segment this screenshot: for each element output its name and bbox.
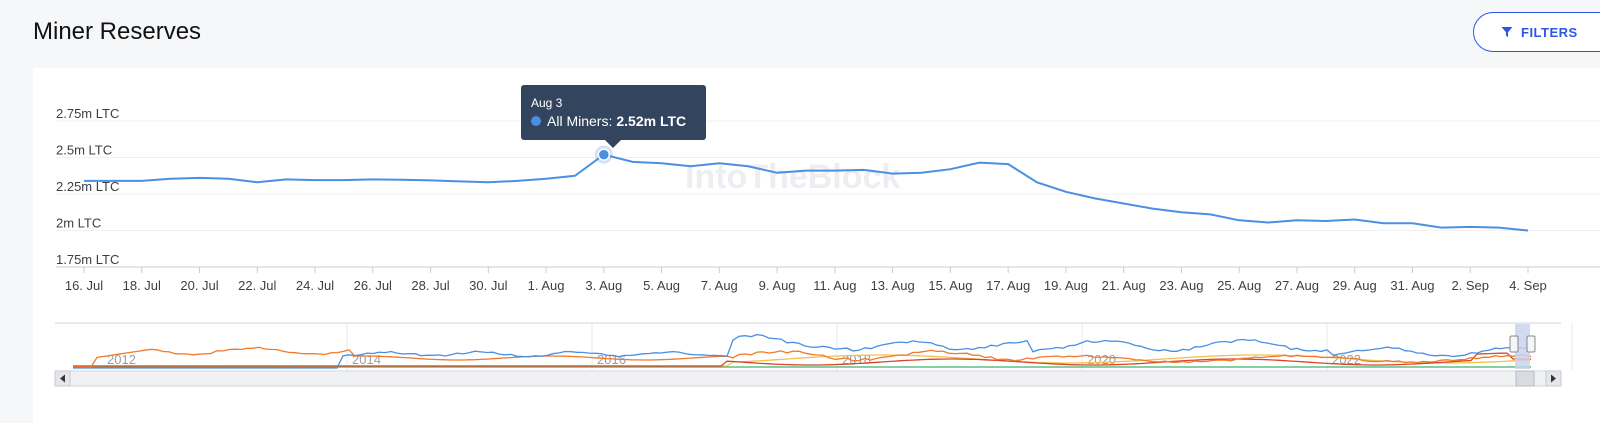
navigator-year-label: 2012 <box>107 352 136 367</box>
x-axis-labels: 16. Jul 18. Jul 20. Jul 22. Jul 24. Jul 26. J… <box>65 267 1547 293</box>
x-tick-label: 31. Aug <box>1390 278 1434 293</box>
x-tick-label: 17. Aug <box>986 278 1030 293</box>
x-tick-label: 19. Aug <box>1044 278 1088 293</box>
x-tick-label: 18. Jul <box>123 278 161 293</box>
x-tick-label: 23. Aug <box>1159 278 1203 293</box>
grid-layer <box>56 120 1600 268</box>
navigator-year-label: 2016 <box>597 352 626 367</box>
x-tick-label: 26. Jul <box>354 278 392 293</box>
x-tick-label: 5. Aug <box>643 278 680 293</box>
x-tick-label: 3. Aug <box>585 278 622 293</box>
series-layer <box>84 145 1529 232</box>
x-tick-label: 22. Jul <box>238 278 276 293</box>
filters-button[interactable]: FILTERS <box>1473 12 1600 52</box>
x-tick-label: 4. Sep <box>1509 278 1547 293</box>
x-tick-label: 30. Jul <box>469 278 507 293</box>
x-tick-label: 27. Aug <box>1275 278 1319 293</box>
x-tick-label: 21. Aug <box>1102 278 1146 293</box>
filter-icon <box>1501 27 1513 37</box>
x-tick-label: 20. Jul <box>180 278 218 293</box>
series-line-all-miners[interactable] <box>84 153 1529 232</box>
navigator-year-label: 2014 <box>352 352 381 367</box>
x-tick-label: 11. Aug <box>813 278 856 293</box>
highlighted-point[interactable] <box>597 148 611 161</box>
navigator[interactable]: 2012 2014 2016 2018 2020 2022 <box>55 322 1573 370</box>
navigator-year-label: 2022 <box>1332 352 1361 367</box>
x-tick-label: 25. Aug <box>1217 278 1261 293</box>
y-tick-label: 2m LTC <box>56 216 101 231</box>
x-tick-label: 24. Jul <box>296 278 334 293</box>
x-tick-label: 1. Aug <box>528 278 565 293</box>
x-tick-label: 2. Sep <box>1451 278 1489 293</box>
x-tick-label: 7. Aug <box>701 278 738 293</box>
navigator-series-red <box>73 352 1532 367</box>
x-tick-label: 13. Aug <box>871 278 915 293</box>
tooltip-series-name: All Miners: <box>547 113 613 129</box>
y-tick-label: 2.75m LTC <box>56 106 119 121</box>
page-title: Miner Reserves <box>33 18 202 45</box>
x-tick-label: 16. Jul <box>65 278 103 293</box>
tooltip-value: 2.52m LTC <box>616 113 687 129</box>
y-tick-label: 1.75m LTC <box>56 252 119 267</box>
navigator-series-orange <box>73 346 1532 368</box>
series-dot-icon <box>531 116 541 126</box>
navigator-series-blue <box>73 333 1532 369</box>
y-tick-label: 2.25m LTC <box>56 179 119 194</box>
x-tick-label: 9. Aug <box>759 278 796 293</box>
x-tick-label: 15. Aug <box>928 278 972 293</box>
x-tick-label: 28. Jul <box>411 278 449 293</box>
chart-tooltip: Aug 3 All Miners: 2.52m LTC <box>521 85 706 148</box>
x-tick-label: 29. Aug <box>1333 278 1377 293</box>
y-axis-labels: 1.75m LTC 2m LTC 2.25m LTC 2.5m LTC 2.75m LT… <box>56 106 119 267</box>
tooltip-date: Aug 3 <box>531 96 563 110</box>
filters-label: FILTERS <box>1521 24 1578 40</box>
y-tick-label: 2.5m LTC <box>56 143 112 158</box>
chart-card: IntoTheBlock 1.75m LTC 2m LTC 2.25m LTC 2.5… <box>33 68 1600 423</box>
